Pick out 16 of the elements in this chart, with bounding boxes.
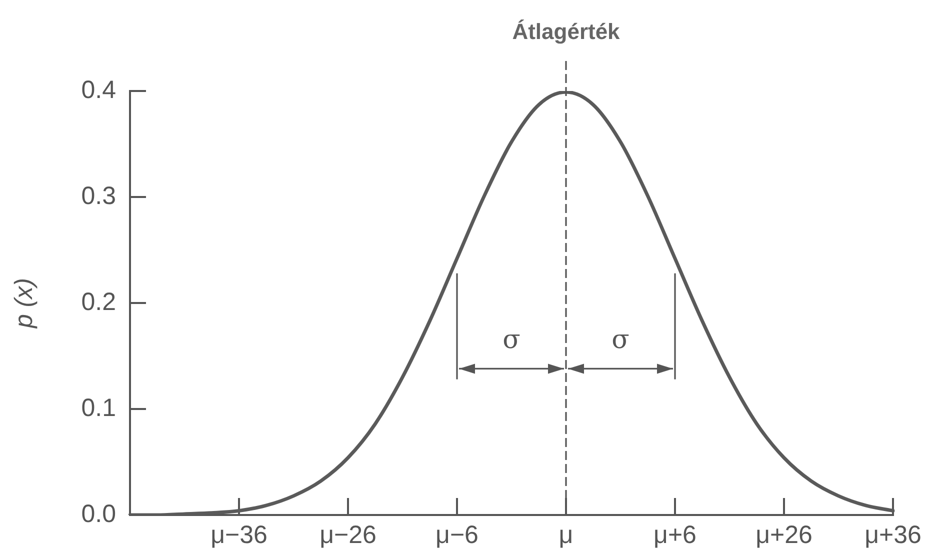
- x-tick-label: μ−36: [210, 520, 268, 549]
- annotation: σ: [612, 324, 630, 355]
- y-tick-label: 0.0: [81, 500, 116, 528]
- y-tick-label: 0.4: [81, 76, 116, 104]
- ref-line-label: Átlagérték: [512, 19, 621, 44]
- y-tick-label: 0.3: [81, 182, 116, 210]
- y-tick-label: 0.2: [81, 288, 116, 316]
- x-tick-label: μ+36: [864, 520, 922, 549]
- y-axis-title: p (x): [10, 278, 38, 329]
- x-tick-label: μ−26: [320, 520, 376, 549]
- annotation: σ: [502, 324, 520, 355]
- x-tick-label: μ+26: [756, 520, 812, 549]
- x-tick-label: μ: [558, 520, 574, 549]
- y-tick-label: 0.1: [81, 394, 116, 422]
- x-tick-label: μ−6: [436, 520, 478, 549]
- x-tick-label: μ+6: [654, 520, 696, 549]
